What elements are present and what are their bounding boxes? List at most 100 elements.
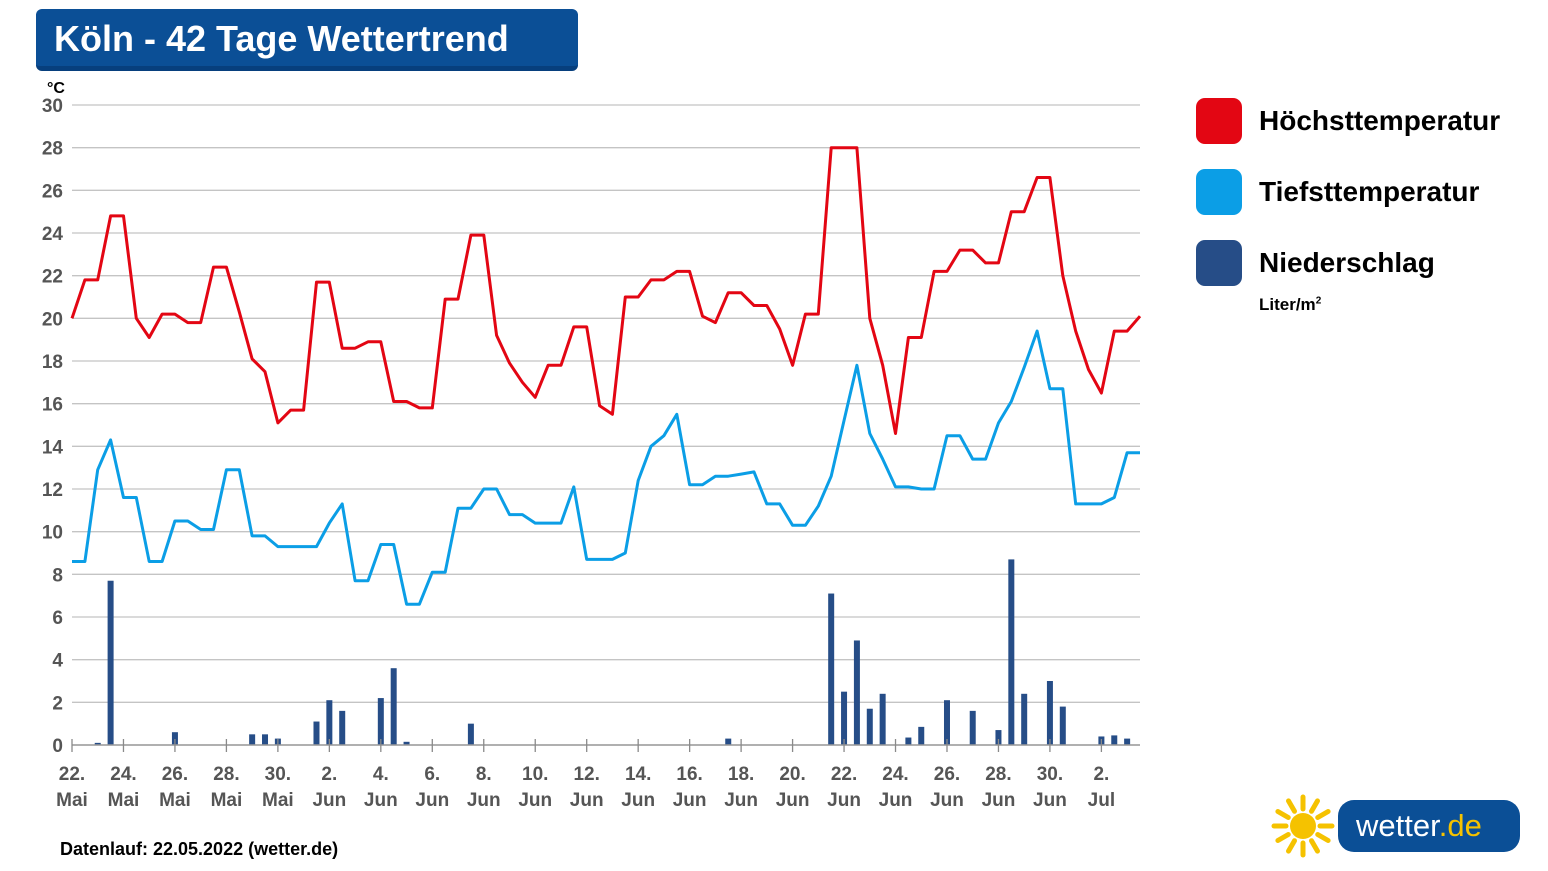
x-tick-label-month: Jun (415, 790, 449, 811)
x-tick-label-day: 6. (424, 764, 440, 785)
precip-bar (995, 730, 1002, 745)
x-tick-label-month: Jun (673, 790, 707, 811)
sun-ray (1286, 798, 1297, 814)
precip-bar (918, 726, 925, 745)
y-tick-label: 8 (52, 565, 63, 586)
precip-bar (969, 710, 976, 745)
x-tick-label-month: Jun (879, 790, 913, 811)
y-tick-label: 26 (42, 181, 63, 202)
logo-pill: wetter.de (1338, 800, 1520, 852)
precip-bar (467, 723, 474, 745)
x-tick-label-day: 18. (728, 764, 754, 785)
x-tick-label-month: Jun (1033, 790, 1067, 811)
sun-ray (1315, 809, 1331, 820)
precip-bar (94, 742, 101, 745)
legend-swatch-precip (1196, 240, 1242, 286)
x-tick-label-month: Jul (1088, 790, 1115, 811)
precip-bar (326, 700, 333, 745)
temperature-lines (70, 146, 1142, 606)
precip-bar (1046, 681, 1053, 745)
precip-bar (1021, 693, 1028, 745)
x-tick-label-month: Jun (570, 790, 604, 811)
x-tick-label-day: 26. (934, 764, 960, 785)
wetter-de-logo: wetter.de (1270, 794, 1522, 858)
title-banner: Köln - 42 Tage Wettertrend (36, 9, 578, 71)
y-tick-label: 10 (42, 523, 63, 544)
x-tick-label-month: Mai (56, 790, 88, 811)
x-tick-label-month: Jun (724, 790, 758, 811)
x-tick-label-month: Mai (159, 790, 191, 811)
x-tick-label-month: Jun (312, 790, 346, 811)
x-tick-label-day: 2. (321, 764, 337, 785)
x-tick-label-day: 28. (985, 764, 1011, 785)
x-tick-label-day: 10. (522, 764, 548, 785)
sun-ray (1275, 809, 1291, 820)
x-tick-label-month: Jun (621, 790, 655, 811)
legend-label-precip: Niederschlag (1259, 247, 1435, 278)
legend-item-precip: Niederschlag (1196, 240, 1536, 288)
precip-bar (828, 593, 835, 745)
x-tick-label-day: 30. (1037, 764, 1063, 785)
y-tick-label: 6 (52, 608, 63, 629)
x-tick-label-month: Jun (776, 790, 810, 811)
sun-ray (1309, 838, 1320, 854)
x-tick-label-day: 24. (882, 764, 908, 785)
sun-ray (1286, 838, 1297, 854)
precip-bar (725, 738, 732, 745)
x-tick-label-day: 14. (625, 764, 651, 785)
x-tick-label-day: 2. (1093, 764, 1109, 785)
precip-unit: Liter/m2 (1259, 295, 1321, 315)
legend-item-low: Tiefsttemperatur (1196, 169, 1536, 217)
grid-lines (72, 104, 1140, 746)
y-axis-unit: °C (47, 80, 65, 97)
x-tick-label-day: 30. (265, 764, 291, 785)
y-tick-label: 14 (42, 437, 64, 458)
x-tick-label-month: Mai (262, 790, 294, 811)
x-tick-label-month: Jun (364, 790, 398, 811)
y-tick-label: 18 (42, 352, 63, 373)
x-tick-label-day: 16. (676, 764, 702, 785)
precip-bar (841, 691, 848, 745)
x-tick-label-day: 22. (59, 764, 85, 785)
precip-bar (313, 721, 320, 745)
precip-bar (262, 734, 269, 745)
legend-item-high: Höchsttemperatur (1196, 98, 1536, 146)
x-tick-label-day: 28. (213, 764, 239, 785)
x-tick-label-month: Jun (827, 790, 861, 811)
sun-ray (1315, 832, 1331, 843)
y-tick-label: 4 (52, 651, 63, 672)
y-tick-label: 12 (42, 480, 63, 501)
y-tick-label: 28 (42, 139, 63, 160)
y-tick-label: 16 (42, 395, 63, 416)
x-tick-label-day: 20. (779, 764, 805, 785)
legend-label-high: Höchsttemperatur (1259, 105, 1501, 136)
x-tick-label-day: 12. (573, 764, 599, 785)
high-temp-line (70, 146, 1142, 435)
precip-bar (249, 734, 256, 745)
logo-tld: .de (1438, 808, 1482, 843)
precip-bar (107, 580, 114, 745)
data-run-note: Datenlauf: 22.05.2022 (wetter.de) (60, 839, 339, 859)
x-tick-label-day: 24. (110, 764, 136, 785)
precip-bar (1059, 706, 1066, 745)
logo-wordmark: wetter.de (1356, 808, 1482, 844)
sun-ray (1275, 832, 1291, 843)
low-temp-line (72, 329, 1140, 606)
x-tick-label-month: Jun (467, 790, 501, 811)
precip-bar (1124, 738, 1131, 745)
x-tick-label-month: Jun (982, 790, 1016, 811)
x-tick-label-month: Jun (518, 790, 552, 811)
y-tick-label: 2 (52, 693, 63, 714)
x-tick-label-day: 8. (476, 764, 492, 785)
x-tick-label-month: Jun (930, 790, 964, 811)
precip-bar (853, 640, 860, 745)
x-tick-label-day: 26. (162, 764, 188, 785)
sun-icon (1271, 794, 1335, 858)
y-tick-label: 30 (42, 96, 63, 117)
x-tick-label-month: Mai (108, 790, 140, 811)
precip-bar (403, 741, 410, 745)
precip-bar (377, 698, 384, 745)
y-tick-label: 0 (52, 736, 63, 757)
precip-bar (171, 732, 178, 745)
